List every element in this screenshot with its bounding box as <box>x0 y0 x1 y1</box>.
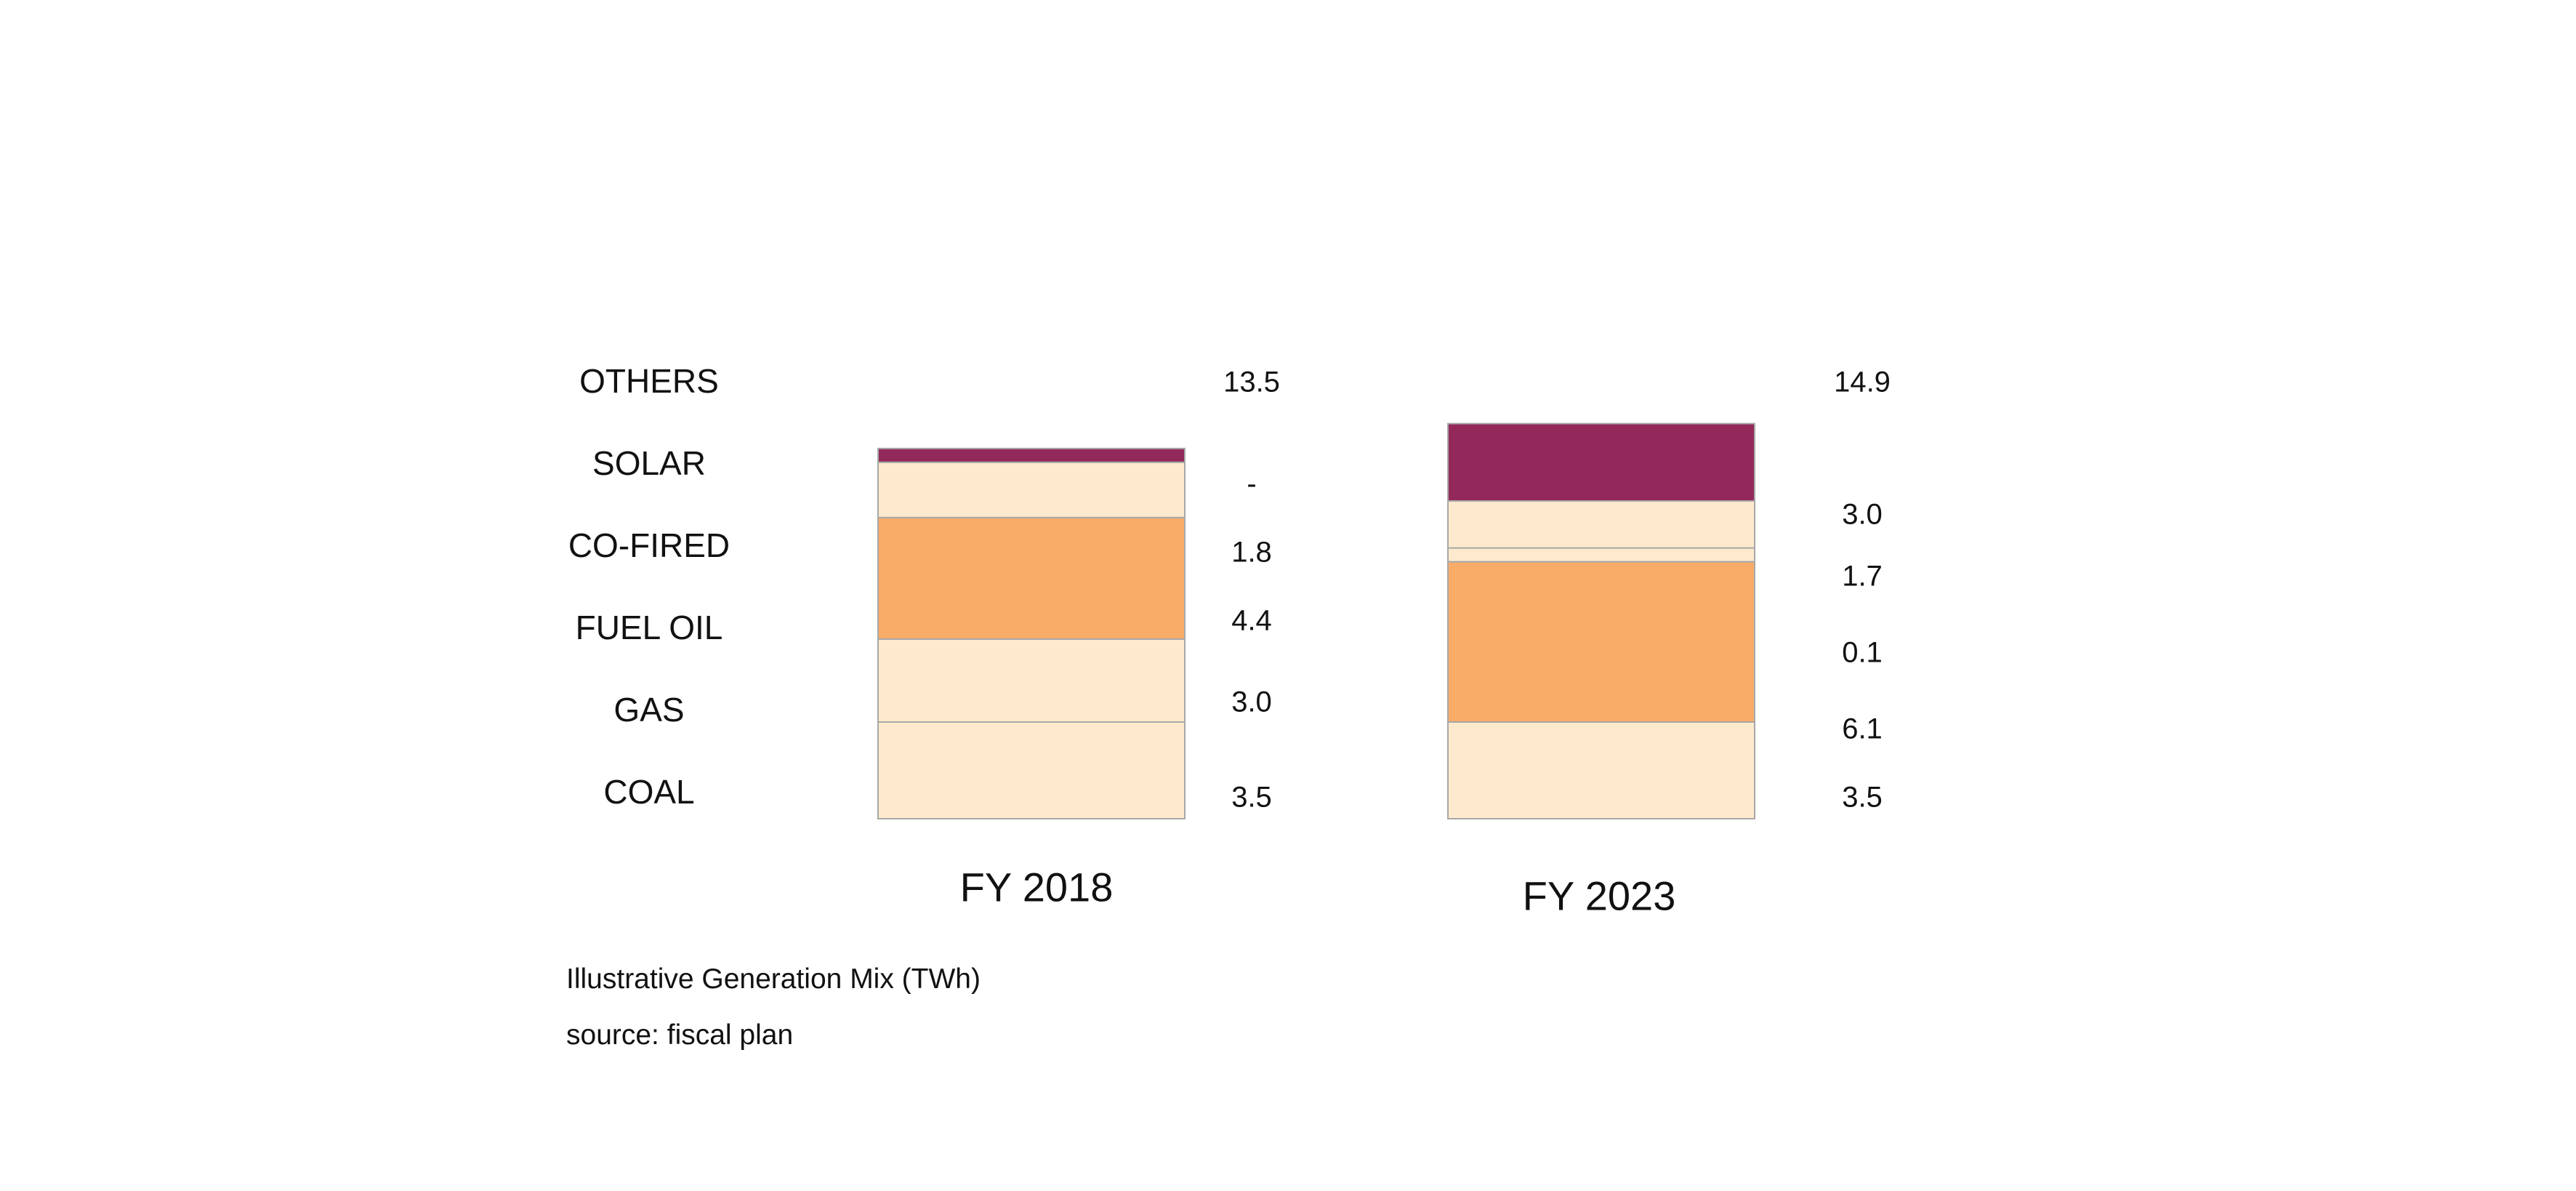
total-label-fy2018: 13.5 <box>1223 366 1280 398</box>
bar-fy2018 <box>877 447 1186 819</box>
bar-segment-gas-fy2023 <box>1447 561 1755 723</box>
value-label-gas-fy2023: 6.1 <box>1842 713 1883 745</box>
value-label-gas-fy2018: 3.0 <box>1231 686 1272 718</box>
bar-segment-solar-fy2023 <box>1447 422 1755 502</box>
source-note: source: fiscal plan <box>566 1019 794 1051</box>
category-label-solar: SOLAR <box>592 444 706 482</box>
x-tick-fy2018: FY 2018 <box>959 864 1114 910</box>
value-label-fuel-oil-fy2018: 4.4 <box>1231 604 1272 637</box>
bar-fy2023 <box>1447 422 1755 819</box>
x-tick-fy2023: FY 2023 <box>1522 873 1676 919</box>
value-label-solar-fy2023: 3.0 <box>1842 498 1883 531</box>
value-label-solar-fy2018: - <box>1247 468 1257 500</box>
bar-segment-co-fired-fy2018 <box>877 461 1186 518</box>
value-label-co-fired-fy2023: 1.7 <box>1842 560 1883 593</box>
bar-segment-fuel-oil-fy2018 <box>877 516 1186 640</box>
category-label-co-fired: CO-FIRED <box>568 526 730 564</box>
category-label-gas: GAS <box>613 691 685 729</box>
category-label-others: OTHERS <box>579 362 719 400</box>
value-label-coal-fy2018: 3.5 <box>1231 781 1272 814</box>
bar-segment-gas-fy2018 <box>877 638 1186 723</box>
bar-segment-solar-fy2018 <box>877 447 1186 463</box>
total-label-fy2023: 14.9 <box>1834 366 1891 398</box>
value-label-coal-fy2023: 3.5 <box>1842 781 1883 814</box>
value-label-co-fired-fy2018: 1.8 <box>1231 536 1272 569</box>
bar-segment-co-fired-fy2023 <box>1447 500 1755 549</box>
chart-caption: Illustrative Generation Mix (TWh) <box>566 963 981 995</box>
bar-segment-fuel-oil-fy2023 <box>1447 547 1755 563</box>
category-label-coal: COAL <box>603 773 695 811</box>
value-label-fuel-oil-fy2023: 0.1 <box>1842 636 1883 669</box>
category-label-fuel-oil: FUEL OIL <box>575 609 723 646</box>
bar-segment-coal-fy2023 <box>1447 721 1755 819</box>
bar-segment-coal-fy2018 <box>877 721 1186 819</box>
